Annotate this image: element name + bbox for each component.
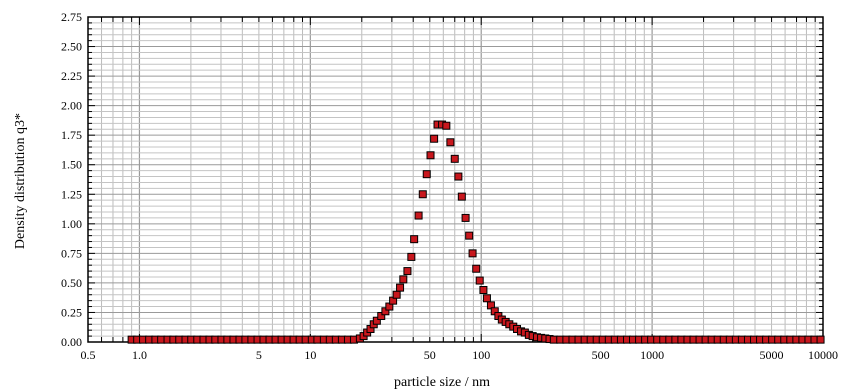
y-tick-label: 0.50: [61, 276, 82, 290]
data-point: [396, 283, 405, 292]
data-point: [479, 286, 488, 294]
data-point: [457, 192, 466, 201]
data-point: [816, 335, 825, 344]
y-tick-label: 2.50: [61, 40, 82, 54]
y-tick-label: 2.75: [61, 10, 82, 24]
x-axis-title: particle size / nm: [394, 375, 490, 390]
x-tick-label: 1.0: [132, 348, 147, 362]
y-tick-label: 0.00: [61, 335, 82, 349]
data-point: [430, 134, 439, 143]
y-axis-title: Density distribution q3*: [13, 113, 28, 249]
grid-lines: [87, 16, 823, 343]
data-point: [414, 211, 423, 220]
data-point: [399, 275, 408, 284]
data-point: [377, 312, 386, 320]
data-points: [127, 120, 825, 344]
y-tick-label: 1.75: [61, 128, 82, 142]
data-point: [410, 235, 419, 244]
x-tick-label: 5000: [760, 348, 784, 362]
data-point: [442, 121, 451, 130]
data-point: [422, 170, 431, 179]
x-tick-label: 0.5: [81, 348, 96, 362]
plot-border: [87, 16, 824, 343]
y-tick-label: 1.50: [61, 158, 82, 172]
data-point: [450, 154, 459, 163]
y-tick-label: 0.75: [61, 246, 82, 260]
data-point: [475, 276, 484, 285]
data-point: [313, 335, 322, 344]
y-tick-label: 2.00: [61, 99, 82, 113]
x-tick-label: 50: [424, 348, 436, 362]
data-point: [482, 294, 491, 303]
x-tick-label: 5: [256, 348, 262, 362]
x-tick-label: 10000: [808, 348, 838, 362]
data-point: [446, 138, 455, 147]
data-point: [426, 151, 435, 160]
y-tick-label: 1.00: [61, 217, 82, 231]
data-point: [454, 172, 463, 181]
y-tick-label: 0.25: [61, 305, 82, 319]
x-axis-ticks: 0.5 1.0 5 10 50 100 500 1000 5000 10000: [81, 348, 839, 362]
x-tick-label: 1000: [640, 348, 664, 362]
data-point: [468, 249, 477, 258]
data-point: [472, 264, 481, 273]
x-tick-label: 100: [472, 348, 490, 362]
x-tick-label: 500: [592, 348, 610, 362]
data-point: [372, 316, 381, 325]
data-point: [465, 231, 474, 240]
y-axis-ticks: 0.00 0.25 0.50 0.75 1.00 1.25 1.50 1.75 2.00 2.25…: [61, 10, 82, 349]
data-point: [418, 190, 427, 199]
x-tick-label: 10: [304, 348, 316, 362]
data-point: [392, 290, 401, 299]
data-point: [461, 213, 470, 222]
data-point: [407, 252, 416, 261]
y-tick-label: 1.25: [61, 187, 82, 201]
y-tick-label: 2.25: [61, 69, 82, 83]
data-point: [403, 267, 412, 276]
